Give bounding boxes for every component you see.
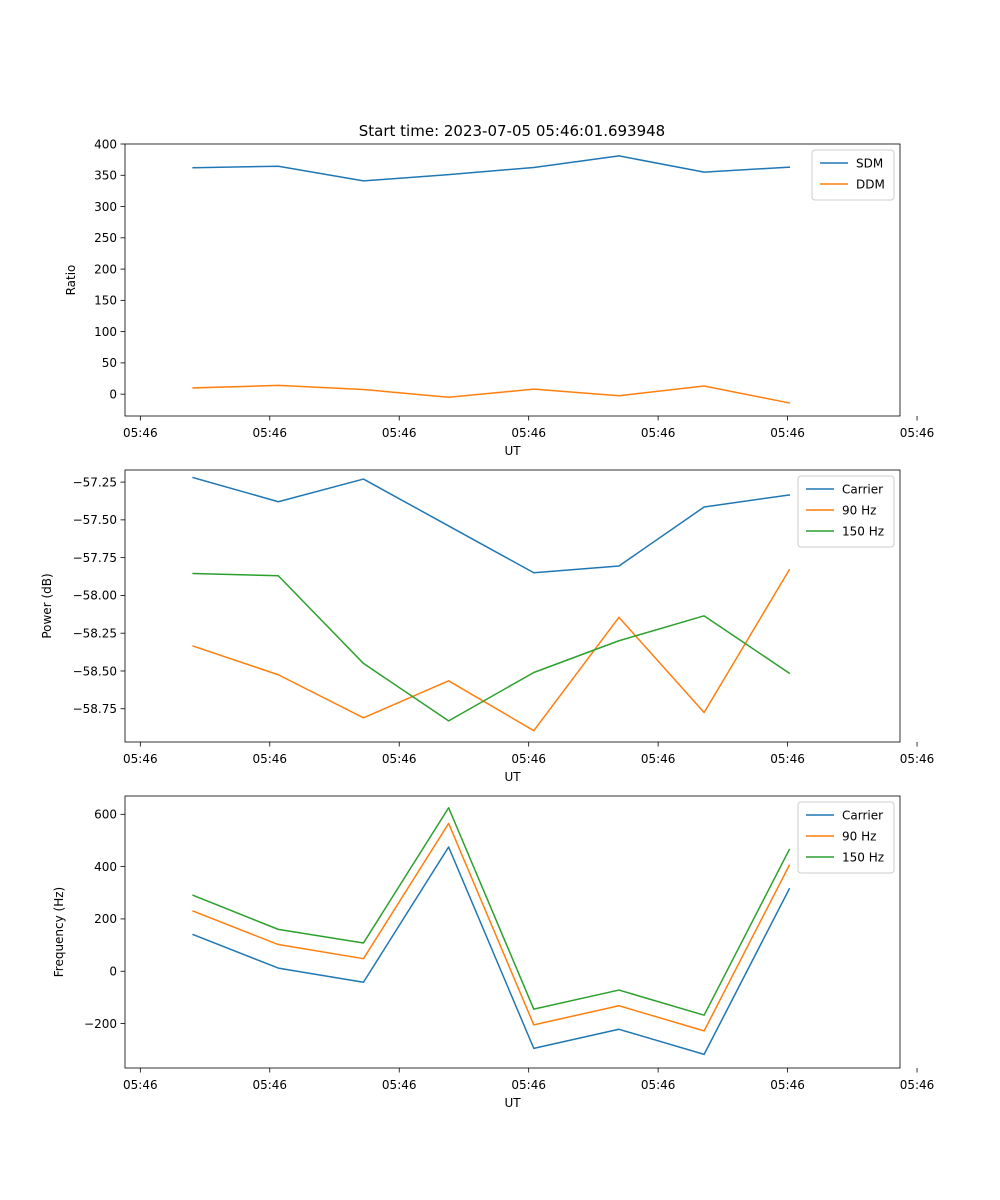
panel-2-axes-frame (124, 469, 901, 743)
panel-1-x-tick-label: 05:46 (770, 426, 805, 440)
panel-2-legend-label-carrier: Carrier (842, 483, 883, 497)
panel-1-x-tick-label: 05:46 (382, 426, 417, 440)
panel-1-y-tick-label: 100 (94, 325, 117, 339)
panel-2-series-carrier-line (192, 476, 791, 574)
panel-2-series-90-hz-line (192, 568, 791, 732)
panel-1-legend-label-ddm: DDM (856, 178, 885, 192)
panel-3-x-tick-label: 05:46 (123, 1078, 158, 1092)
panel-1-y-tick-label: 0 (109, 387, 117, 401)
panel-1: 05:46 05:46 05:46 05:46 05:46 05:46 05:46 0 50 10… (64, 137, 934, 458)
panel-2-series-150-hz-line (192, 572, 791, 722)
panel-2-x-tick-label: 05:46 (770, 752, 805, 766)
panel-2-y-axis-label: Power (dB) (40, 573, 54, 638)
panel-2-legend-label-150-hz: 150 Hz (842, 525, 884, 539)
figure-title: Start time: 2023-07-05 05:46:01.693948 (359, 122, 665, 140)
panel-1-x-tick-label: 05:46 (641, 426, 676, 440)
panel-1-y-tick-label: 150 (94, 294, 117, 308)
panel-3-x-tick-label: 05:46 (252, 1078, 287, 1092)
panel-2-y-tick-label: −57.50 (73, 513, 117, 527)
panel-2-y-tick-label: −58.25 (73, 627, 117, 641)
panel-3-x-tick-label: 05:46 (900, 1078, 935, 1092)
panel-1-x-tick-label: 05:46 (252, 426, 287, 440)
panel-2-legend: Carrier 90 Hz 150 Hz (797, 475, 895, 548)
panel-2-x-tick-label: 05:46 (382, 752, 417, 766)
panel-2-y-tick-label: −57.25 (73, 475, 117, 489)
panel-1-series-sdm-line (192, 155, 791, 182)
panel-3-x-tick-label: 05:46 (382, 1078, 417, 1092)
panel-3-legend-label-90-hz: 90 Hz (842, 830, 876, 844)
panel-3-x-tick-label: 05:46 (511, 1078, 546, 1092)
panel-1-x-tick-label: 05:46 (511, 426, 546, 440)
panel-1-x-tick-label: 05:46 (123, 426, 158, 440)
panel-1-legend: SDM DDM (811, 149, 895, 201)
panel-3-legend-label-150-hz: 150 Hz (842, 851, 884, 865)
panel-1-y-tick-label: 250 (94, 231, 117, 245)
panel-3-y-tick-label: 0 (109, 965, 117, 979)
panel-3-x-axis-label: UT (504, 1096, 521, 1110)
panel-3-series-150-hz-line (192, 807, 791, 1016)
panel-1-y-tick-label: 400 (94, 137, 117, 151)
panel-1-x-tick-label: 05:46 (900, 426, 935, 440)
panel-3-series-90-hz-line (192, 822, 791, 1032)
panel-2-x-tick-label: 05:46 (123, 752, 158, 766)
panel-1-legend-label-sdm: SDM (856, 157, 883, 171)
panel-2-x-axis-label: UT (504, 770, 521, 784)
panel-2-legend-label-90-hz: 90 Hz (842, 504, 876, 518)
panel-3-y-tick-label: 400 (94, 860, 117, 874)
panel-2-x-tick-label: 05:46 (900, 752, 935, 766)
panel-2-y-tick-label: −58.50 (73, 664, 117, 678)
panel-2-x-tick-label: 05:46 (641, 752, 676, 766)
panel-1-axes-frame (124, 143, 901, 417)
panel-1-y-axis-label: Ratio (64, 265, 78, 296)
panel-3-axes-frame (124, 795, 901, 1069)
panel-1-y-tick-label: 200 (94, 262, 117, 276)
panel-2-y-tick-label: −57.75 (73, 551, 117, 565)
panel-3-series-carrier-line (192, 846, 791, 1056)
panel-3-y-tick-label: −200 (84, 1017, 117, 1031)
panel-3-x-tick-label: 05:46 (641, 1078, 676, 1092)
panel-3-y-axis-label: Frequency (Hz) (52, 887, 66, 978)
panel-3-legend: Carrier 90 Hz 150 Hz (797, 801, 895, 874)
panel-2-x-tick-label: 05:46 (511, 752, 546, 766)
panel-3-x-tick-label: 05:46 (770, 1078, 805, 1092)
panel-3-y-tick-label: 200 (94, 912, 117, 926)
panel-2: 05:46 05:46 05:46 05:46 05:46 05:46 05:46 −58.7… (40, 469, 935, 784)
panel-2-x-tick-label: 05:46 (252, 752, 287, 766)
panel-2-y-tick-label: −58.00 (73, 589, 117, 603)
panel-3: 05:46 05:46 05:46 05:46 05:46 05:46 05:46 −200 0… (52, 795, 935, 1110)
panel-3-y-tick-label: 600 (94, 808, 117, 822)
panel-2-legend-box (797, 475, 895, 548)
chart-panels: 05:46 05:46 05:46 05:46 05:46 05:46 05:46 0 50 10… (40, 137, 934, 1110)
panel-1-y-tick-label: 350 (94, 169, 117, 183)
panel-2-y-tick-label: −58.75 (73, 702, 117, 716)
panel-1-series-ddm-line (192, 384, 791, 404)
panel-1-y-tick-label: 50 (102, 356, 117, 370)
panel-3-legend-label-carrier: Carrier (842, 809, 883, 823)
panel-1-x-axis-label: UT (504, 444, 521, 458)
panel-1-y-tick-label: 300 (94, 200, 117, 214)
panel-3-legend-box (797, 801, 895, 874)
